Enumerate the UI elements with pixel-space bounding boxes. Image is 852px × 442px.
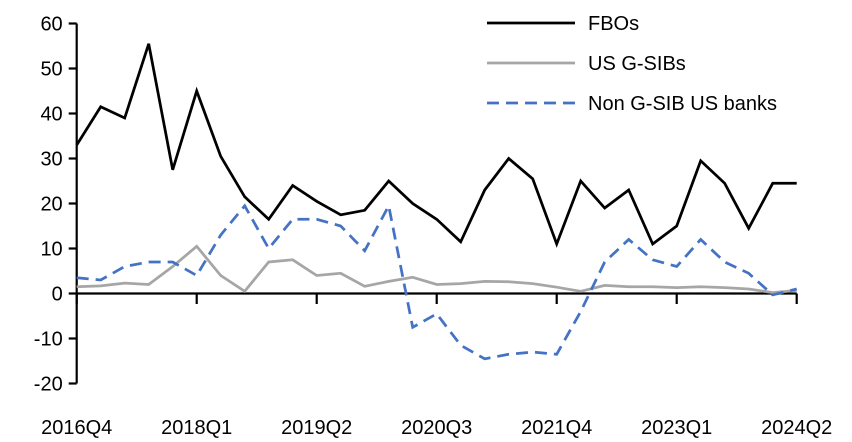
y-tick-label: -10 [34, 329, 63, 351]
y-tick-label: 30 [40, 149, 62, 171]
x-tick-label: 2018Q1 [161, 417, 232, 439]
x-tick-label: 2023Q1 [641, 417, 712, 439]
x-tick-label: 2021Q4 [521, 417, 592, 439]
y-tick-label: 50 [40, 59, 62, 81]
legend-label: Non G-SIB US banks [588, 93, 777, 115]
legend-label: US G-SIBs [588, 53, 686, 75]
y-tick-label: 10 [40, 239, 62, 261]
y-tick-label: 60 [40, 14, 62, 36]
legend-label: FBOs [588, 13, 639, 35]
x-tick-label: 2020Q3 [401, 417, 472, 439]
x-tick-label: 2019Q2 [281, 417, 352, 439]
y-tick-label: 0 [52, 284, 63, 306]
series-line-non-g-sib-us-banks [76, 201, 798, 361]
y-tick-label: -20 [34, 374, 63, 396]
x-tick-label: 2024Q2 [761, 417, 832, 439]
y-tick-label: 20 [40, 194, 62, 216]
series-line-fbos [75, 43, 797, 248]
y-tick-label: 40 [40, 104, 62, 126]
series-line-us-g-sibs [76, 244, 797, 294]
x-tick-label: 2016Q4 [41, 417, 112, 439]
